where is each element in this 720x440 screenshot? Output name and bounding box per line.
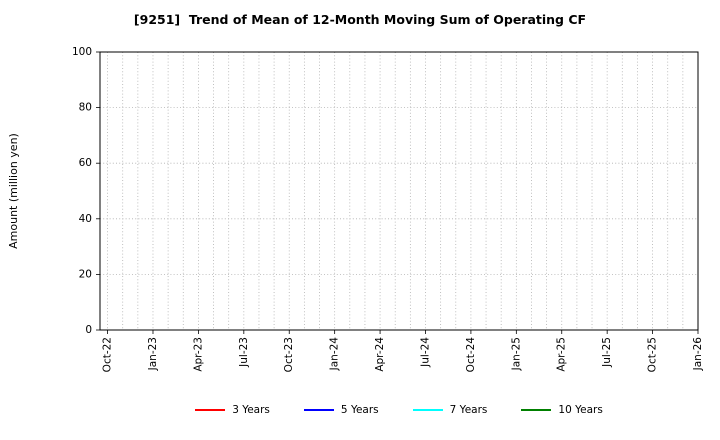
svg-text:0: 0 [85,324,92,336]
chart-title: [9251] Trend of Mean of 12-Month Moving … [133,12,587,27]
svg-text:80: 80 [79,102,92,114]
svg-text:Oct-23: Oct-23 [283,337,295,372]
svg-text:60: 60 [79,157,92,169]
svg-text:40: 40 [79,213,92,225]
svg-text:Oct-24: Oct-24 [465,337,477,373]
svg-text:Jul-24: Jul-24 [419,337,431,368]
svg-text:20: 20 [79,268,92,280]
svg-text:Oct-22: Oct-22 [102,337,114,372]
legend-label-10-years: 10 Years [558,404,603,416]
svg-text:Apr-24: Apr-24 [374,337,386,372]
legend-label-3-years: 3 Years [232,404,270,416]
svg-text:Apr-23: Apr-23 [192,337,204,372]
svg-text:Jul-23: Jul-23 [238,337,250,368]
svg-text:Apr-25: Apr-25 [556,337,568,372]
legend-line-3-years-icon [195,409,226,411]
svg-text:Oct-25: Oct-25 [647,337,659,372]
legend-item-3-years: 3 Years [195,404,270,416]
legend-line-10-years-icon [521,409,552,411]
svg-text:Jan-24: Jan-24 [329,337,341,372]
svg-text:100: 100 [72,46,92,58]
legend-line-5-years-icon [303,409,334,411]
legend-line-7-years-icon [412,409,443,411]
svg-text:Jan-23: Jan-23 [147,337,159,371]
legend: 3 Years 5 Years 7 Years 10 Years [100,404,698,416]
legend-label-5-years: 5 Years [340,404,379,416]
svg-text:Jan-25: Jan-25 [510,337,522,371]
svg-text:Jan-26: Jan-26 [692,337,704,372]
svg-text:Jul-25: Jul-25 [601,337,613,368]
legend-item-7-years: 7 Years [412,404,488,416]
legend-item-5-years: 5 Years [303,404,379,416]
legend-item-10-years: 10 Years [521,404,603,416]
legend-label-7-years: 7 Years [449,404,488,416]
